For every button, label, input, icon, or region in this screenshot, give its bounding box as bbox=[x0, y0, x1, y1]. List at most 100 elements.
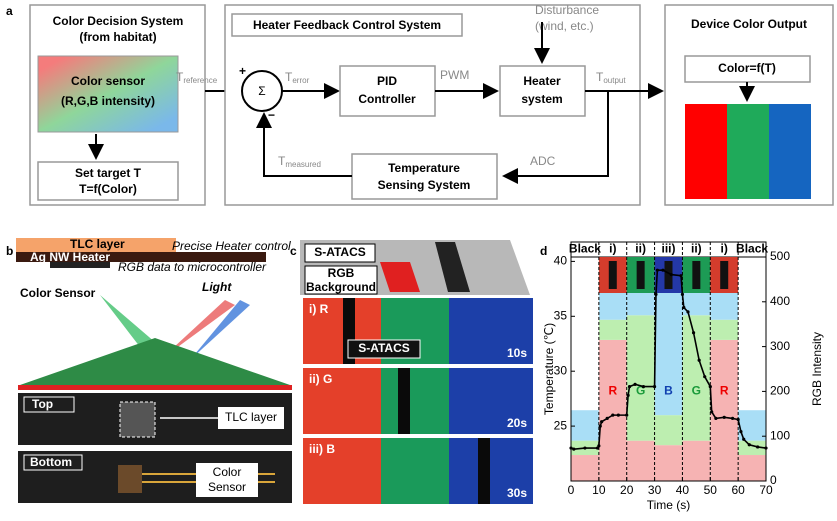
y-tick-label: 35 bbox=[554, 308, 568, 322]
x-tick-label: 60 bbox=[731, 483, 745, 497]
frame-time: 10s bbox=[507, 346, 527, 360]
panel-label: a bbox=[6, 4, 13, 18]
pid-text: PID bbox=[377, 74, 397, 88]
sensing-box bbox=[351, 153, 498, 200]
satacs: S-ATACS bbox=[314, 245, 366, 259]
band bbox=[710, 339, 739, 481]
panel-label: d bbox=[540, 244, 547, 258]
frame-green bbox=[381, 368, 449, 434]
signal-sub: measured bbox=[285, 160, 321, 169]
satacs-label: S-ATACS bbox=[358, 341, 410, 355]
label-box bbox=[347, 339, 421, 359]
phase-label: ii) bbox=[635, 242, 646, 256]
temperature-point bbox=[756, 445, 760, 449]
y2-tick-label: 100 bbox=[770, 428, 790, 442]
beam bbox=[190, 300, 250, 360]
signal-sub: reference bbox=[183, 76, 217, 85]
temperature-point bbox=[703, 375, 707, 379]
temperature-point bbox=[708, 384, 712, 389]
y-tick-label: 40 bbox=[554, 254, 568, 268]
x-tick-label: 30 bbox=[648, 483, 662, 497]
plus: + bbox=[239, 64, 246, 78]
y2-axis-label: RGB Intensity bbox=[810, 332, 824, 406]
target-box bbox=[37, 161, 179, 201]
panel-label: c bbox=[290, 244, 297, 258]
x-tick-label: 40 bbox=[676, 483, 690, 497]
band bbox=[710, 288, 739, 320]
phase-photo-center bbox=[720, 261, 729, 289]
y2-tick-label: 0 bbox=[770, 473, 777, 487]
color-sensor: Color Sensor bbox=[20, 286, 96, 300]
phase-label: Black bbox=[569, 242, 601, 256]
phase-photo-center bbox=[692, 261, 701, 289]
pid-text: Controller bbox=[358, 92, 416, 106]
control-title: Heater Feedback Control System bbox=[253, 18, 441, 32]
x-tick-label: 50 bbox=[704, 483, 718, 497]
temperature-point bbox=[611, 413, 615, 417]
tlc-layer bbox=[16, 238, 176, 252]
sensor-chip bbox=[50, 262, 110, 268]
output-title: Device Color Output bbox=[691, 17, 807, 31]
decision-title: (from habitat) bbox=[79, 30, 156, 44]
sum: Σ bbox=[258, 84, 265, 98]
phase-photo-center bbox=[636, 261, 645, 289]
band bbox=[571, 410, 599, 441]
x-tick-label: 10 bbox=[592, 483, 606, 497]
disturbance: Disturbance bbox=[535, 3, 599, 17]
target-text: Set target T bbox=[75, 166, 142, 180]
tlc-text: TLC layer bbox=[70, 237, 125, 251]
heater-text: Heater bbox=[523, 74, 561, 88]
signal: Terror bbox=[285, 70, 310, 85]
signal-main: T bbox=[285, 70, 293, 84]
band bbox=[571, 455, 599, 481]
band bbox=[626, 315, 655, 441]
temperature-point bbox=[583, 446, 587, 450]
band bbox=[626, 440, 655, 481]
beam bbox=[160, 300, 235, 360]
label-box bbox=[23, 396, 75, 413]
output-formula: Color=f(T) bbox=[718, 61, 776, 75]
band bbox=[598, 319, 627, 340]
surface bbox=[20, 338, 290, 385]
temperature-point bbox=[691, 331, 696, 335]
signal-main: T bbox=[596, 70, 604, 84]
satacs-strip bbox=[398, 368, 410, 434]
bottom: Bottom bbox=[30, 455, 72, 469]
band-letter: B bbox=[664, 384, 673, 398]
signal: Toutput bbox=[596, 70, 626, 85]
band bbox=[626, 290, 655, 316]
temperature-point bbox=[655, 268, 659, 272]
temperature-point bbox=[605, 416, 609, 421]
temperature-point bbox=[747, 443, 751, 447]
temperature-point bbox=[626, 393, 630, 397]
swatch bbox=[769, 104, 811, 199]
tlc-label: TLC layer bbox=[225, 410, 277, 424]
band bbox=[710, 319, 739, 340]
signal: Treference bbox=[176, 70, 218, 85]
signal-main: T bbox=[176, 70, 184, 84]
plot-frame bbox=[570, 241, 767, 482]
temperature-point bbox=[686, 310, 690, 314]
disturbance: (wind, etc.) bbox=[535, 19, 594, 33]
frame-green bbox=[381, 438, 449, 504]
control-title-box bbox=[231, 13, 463, 37]
pwm: PWM bbox=[440, 68, 469, 82]
y2-tick-label: 400 bbox=[770, 294, 790, 308]
temperature-point bbox=[627, 384, 632, 389]
phase-label: i) bbox=[721, 242, 728, 256]
temperature-point bbox=[661, 268, 665, 272]
sensor-text: Color sensor bbox=[71, 74, 145, 88]
x-axis-label: Time (s) bbox=[647, 498, 691, 512]
satacs-strip bbox=[478, 438, 490, 504]
stripe bbox=[435, 242, 470, 292]
x-tick-label: 20 bbox=[620, 483, 634, 497]
stripe bbox=[380, 262, 420, 292]
temperature-point bbox=[616, 413, 620, 417]
label-box bbox=[304, 265, 378, 295]
signal: Tmeasured bbox=[278, 154, 321, 169]
surface-edge bbox=[18, 385, 292, 390]
temperature-point bbox=[742, 437, 746, 441]
frame-label: iii) B bbox=[309, 442, 335, 456]
band bbox=[598, 339, 627, 481]
y2-tick-label: 300 bbox=[770, 339, 790, 353]
